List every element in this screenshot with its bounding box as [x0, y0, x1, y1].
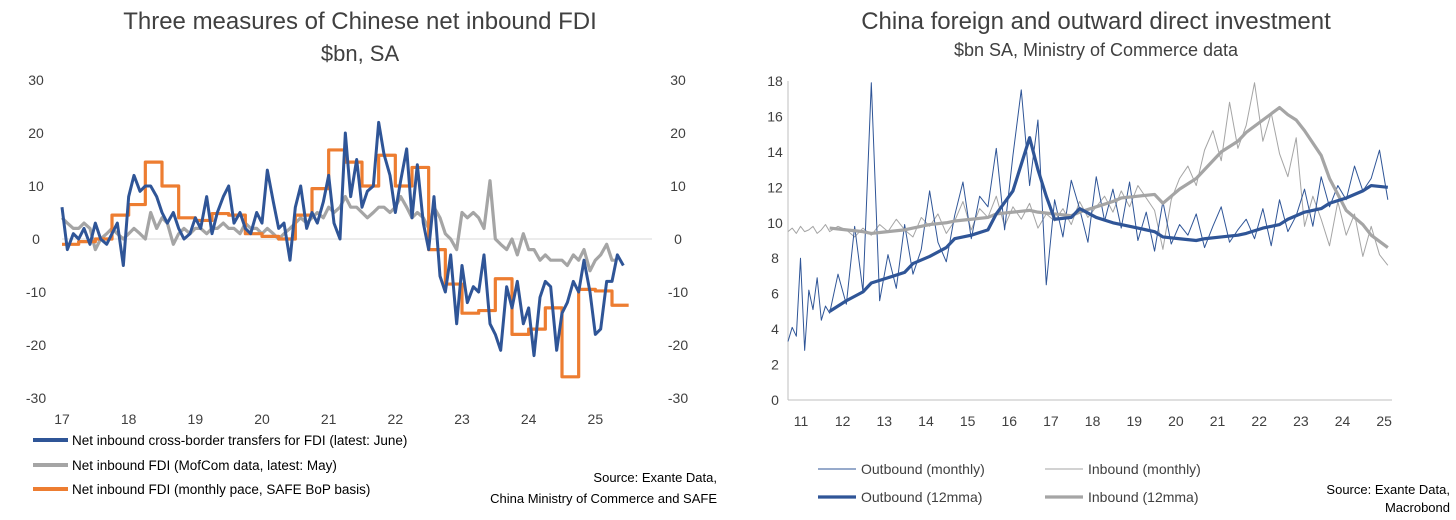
right-y-tick-label: 2 [771, 357, 779, 373]
right-y-tick-label: 16 [767, 108, 783, 124]
left-x-tick-label: 21 [321, 411, 337, 427]
right-y-tick-label: 14 [767, 144, 783, 160]
right-chart-title: China foreign and outward direct investm… [861, 8, 1331, 35]
left-series-line [60, 120, 625, 358]
left-y-tick-label: -20 [26, 337, 46, 353]
left-x-tick-label: 22 [388, 411, 404, 427]
right-y-tick-label: 0 [771, 392, 779, 408]
right-y-tick-label: 6 [771, 286, 779, 302]
left-chart-title: Three measures of Chinese net inbound FD… [123, 8, 597, 35]
left-x-tick-label: 20 [254, 411, 270, 427]
right-x-tick-label: 14 [918, 413, 934, 429]
right-legend-label: Outbound (monthly) [861, 461, 985, 477]
left-chart-subtitle: $bn, SA [321, 41, 400, 66]
left-legend-label: Net inbound FDI (monthly pace, SAFE BoP … [72, 482, 370, 497]
right-x-tick-label: 25 [1376, 413, 1392, 429]
right-y-tick-label: 18 [767, 73, 783, 89]
right-x-tick-label: 17 [1043, 413, 1059, 429]
left-x-tick-label: 25 [588, 411, 604, 427]
right-source-line-2: Macrobond [1385, 500, 1450, 515]
right-x-tick-label: 20 [1168, 413, 1184, 429]
left-x-tick-label: 24 [521, 411, 537, 427]
left-series [60, 120, 629, 379]
left-legend-label: Net inbound FDI (MofCom data, latest: Ma… [72, 458, 337, 473]
left-y-tick-label: -10 [26, 284, 46, 300]
left-y-tick-label: -30 [26, 390, 46, 406]
right-legend: Inbound (monthly) Outbound (monthly) Outbo… [818, 461, 1201, 505]
right-x-tick-label: 16 [1001, 413, 1017, 429]
right-x-tick-label: 21 [1210, 413, 1226, 429]
right-legend-label: Inbound (monthly) [1088, 461, 1201, 477]
right-x-tick-label: 11 [794, 413, 809, 429]
right-x-tick-label: 23 [1293, 413, 1309, 429]
right-y-tick-label: 8 [771, 250, 779, 266]
right-y-axis-tick-label: 0 [674, 231, 682, 247]
right-y-axis-tick-label: -30 [668, 390, 688, 406]
left-x-tick-label: 17 [54, 411, 70, 427]
left-source-line-2: China Ministry of Commerce and SAFE [490, 491, 717, 506]
right-chart: China foreign and outward direct investm… [767, 8, 1450, 515]
right-x-tick-label: 24 [1335, 413, 1351, 429]
right-source-line-1: Source: Exante Data, [1326, 482, 1450, 497]
right-series-line [787, 82, 1389, 266]
right-series [787, 82, 1389, 351]
right-y-tick-label: 4 [771, 321, 779, 337]
right-legend-label: Outbound (12mma) [861, 489, 982, 505]
left-legend-label: Net inbound cross-border transfers for F… [72, 433, 407, 448]
right-x-tick-label: 15 [960, 413, 976, 429]
right-y-axis-tick-label: 10 [670, 178, 686, 194]
right-y-axis-tick-label: -20 [668, 337, 688, 353]
right-x-tick-label: 18 [1085, 413, 1101, 429]
right-x-tick-label: 22 [1251, 413, 1267, 429]
right-y-tick-label: 12 [767, 179, 783, 195]
right-y-tick-label: 10 [767, 215, 783, 231]
left-y-tick-label: 30 [28, 72, 44, 88]
right-series-line [829, 105, 1389, 249]
right-series-line [828, 136, 1389, 313]
right-x-tick-label: 19 [1126, 413, 1142, 429]
left-series-line [62, 148, 629, 379]
right-legend-label: Inbound (12mma) [1088, 489, 1199, 505]
left-source-line-1: Source: Exante Data, [593, 470, 717, 485]
left-y-tick-label: 0 [32, 231, 40, 247]
left-y-tick-label: 10 [28, 178, 44, 194]
right-series-line [787, 82, 1389, 351]
left-series-line [60, 179, 618, 273]
left-x-tick-label: 18 [121, 411, 137, 427]
left-legend: Net inbound cross-border transfers for F… [33, 433, 407, 497]
left-chart: Three measures of Chinese net inbound FD… [26, 8, 717, 506]
left-x-tick-label: 23 [454, 411, 470, 427]
left-axes: 30 20 10 0 -10 -20 -30 30 20 10 0 -10 -20 -30 17 18 19 20… [26, 72, 688, 427]
right-x-tick-label: 13 [877, 413, 893, 429]
left-x-tick-label: 19 [188, 411, 204, 427]
left-y-tick-label: 20 [28, 125, 44, 141]
right-y-axis-tick-label: -10 [668, 284, 688, 300]
right-y-axis-tick-label: 30 [670, 72, 686, 88]
right-y-axis-tick-label: 20 [670, 125, 686, 141]
right-chart-subtitle: $bn SA, Ministry of Commerce data [954, 40, 1239, 60]
right-x-tick-label: 12 [835, 413, 851, 429]
